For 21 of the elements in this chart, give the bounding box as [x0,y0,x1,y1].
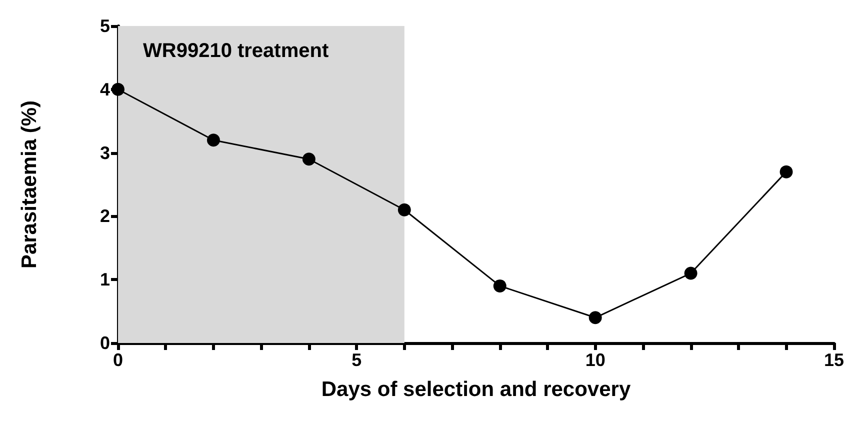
y-tick-label: 0 [100,333,110,353]
point [398,203,411,216]
y-tick-label: 3 [100,142,110,163]
x-tick-label: 15 [824,350,844,370]
x-tick-label: 0 [112,350,124,370]
band-label: WR99210 treatment [143,40,329,62]
point [302,152,316,166]
x-tick-label: 10 [585,350,606,370]
point [493,279,506,292]
x-tick-label: 5 [352,350,362,370]
point [780,165,793,178]
y-tick-label: 4 [100,79,110,100]
y-axis-title: Parasitaemia (%) [18,100,41,269]
point [112,82,124,96]
point [684,266,698,280]
y-tick-label: 2 [100,206,110,226]
y-tick-label: 5 [100,16,110,36]
x-axis-title: Days of selection and recovery [321,378,631,401]
point [588,311,602,324]
point [206,134,220,147]
y-tick-label: 1 [100,270,110,290]
